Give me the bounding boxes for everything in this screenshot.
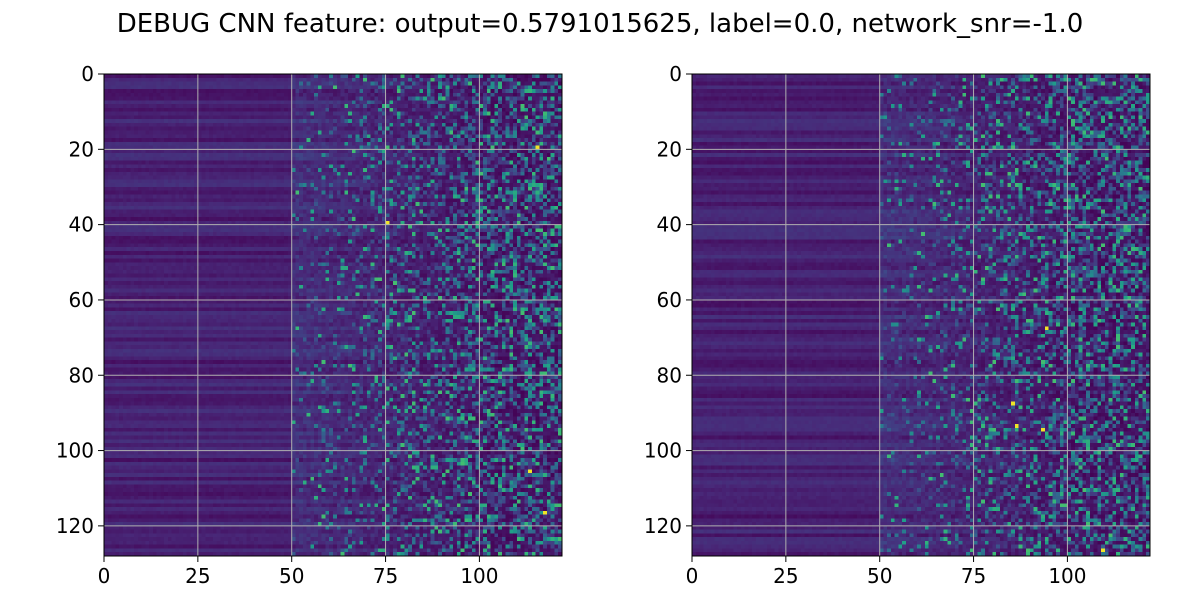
x-tick-label: 75 xyxy=(961,564,986,588)
y-tick-label: 0 xyxy=(669,62,682,86)
x-tick-label: 25 xyxy=(185,564,210,588)
chart-title: DEBUG CNN feature: output=0.5791015625, … xyxy=(117,9,1084,39)
axes-frame xyxy=(103,73,563,557)
x-tick-label: 50 xyxy=(867,564,892,588)
y-tick-label: 40 xyxy=(657,213,682,237)
y-tick-label: 120 xyxy=(644,514,682,538)
y-tick-label: 60 xyxy=(69,288,94,312)
y-tick-label: 0 xyxy=(81,62,94,86)
x-tick-label: 75 xyxy=(373,564,398,588)
y-tick-label: 80 xyxy=(69,363,94,387)
heatmap-panel-left: 0 25 50 75 100 0 20 40 60 80 100 120 xyxy=(56,62,563,588)
heatmap-image xyxy=(692,74,1150,556)
x-tick-label: 0 xyxy=(686,564,699,588)
y-tick-label: 40 xyxy=(69,213,94,237)
x-tick-label: 100 xyxy=(460,564,498,588)
x-tick-label: 0 xyxy=(98,564,111,588)
y-tick-label: 80 xyxy=(657,363,682,387)
y-tick-label: 120 xyxy=(56,514,94,538)
y-tick-label: 20 xyxy=(657,137,682,161)
axes-frame xyxy=(691,73,1151,557)
y-tick-label: 100 xyxy=(644,439,682,463)
heatmap-image xyxy=(104,74,562,556)
y-tick-label: 20 xyxy=(69,137,94,161)
heatmap-panel-right: 0 25 50 75 100 0 20 40 60 80 100 120 xyxy=(644,62,1151,588)
x-tick-label: 100 xyxy=(1048,564,1086,588)
y-tick-label: 60 xyxy=(657,288,682,312)
x-tick-label: 50 xyxy=(279,564,304,588)
y-tick-label: 100 xyxy=(56,439,94,463)
x-tick-label: 25 xyxy=(773,564,798,588)
